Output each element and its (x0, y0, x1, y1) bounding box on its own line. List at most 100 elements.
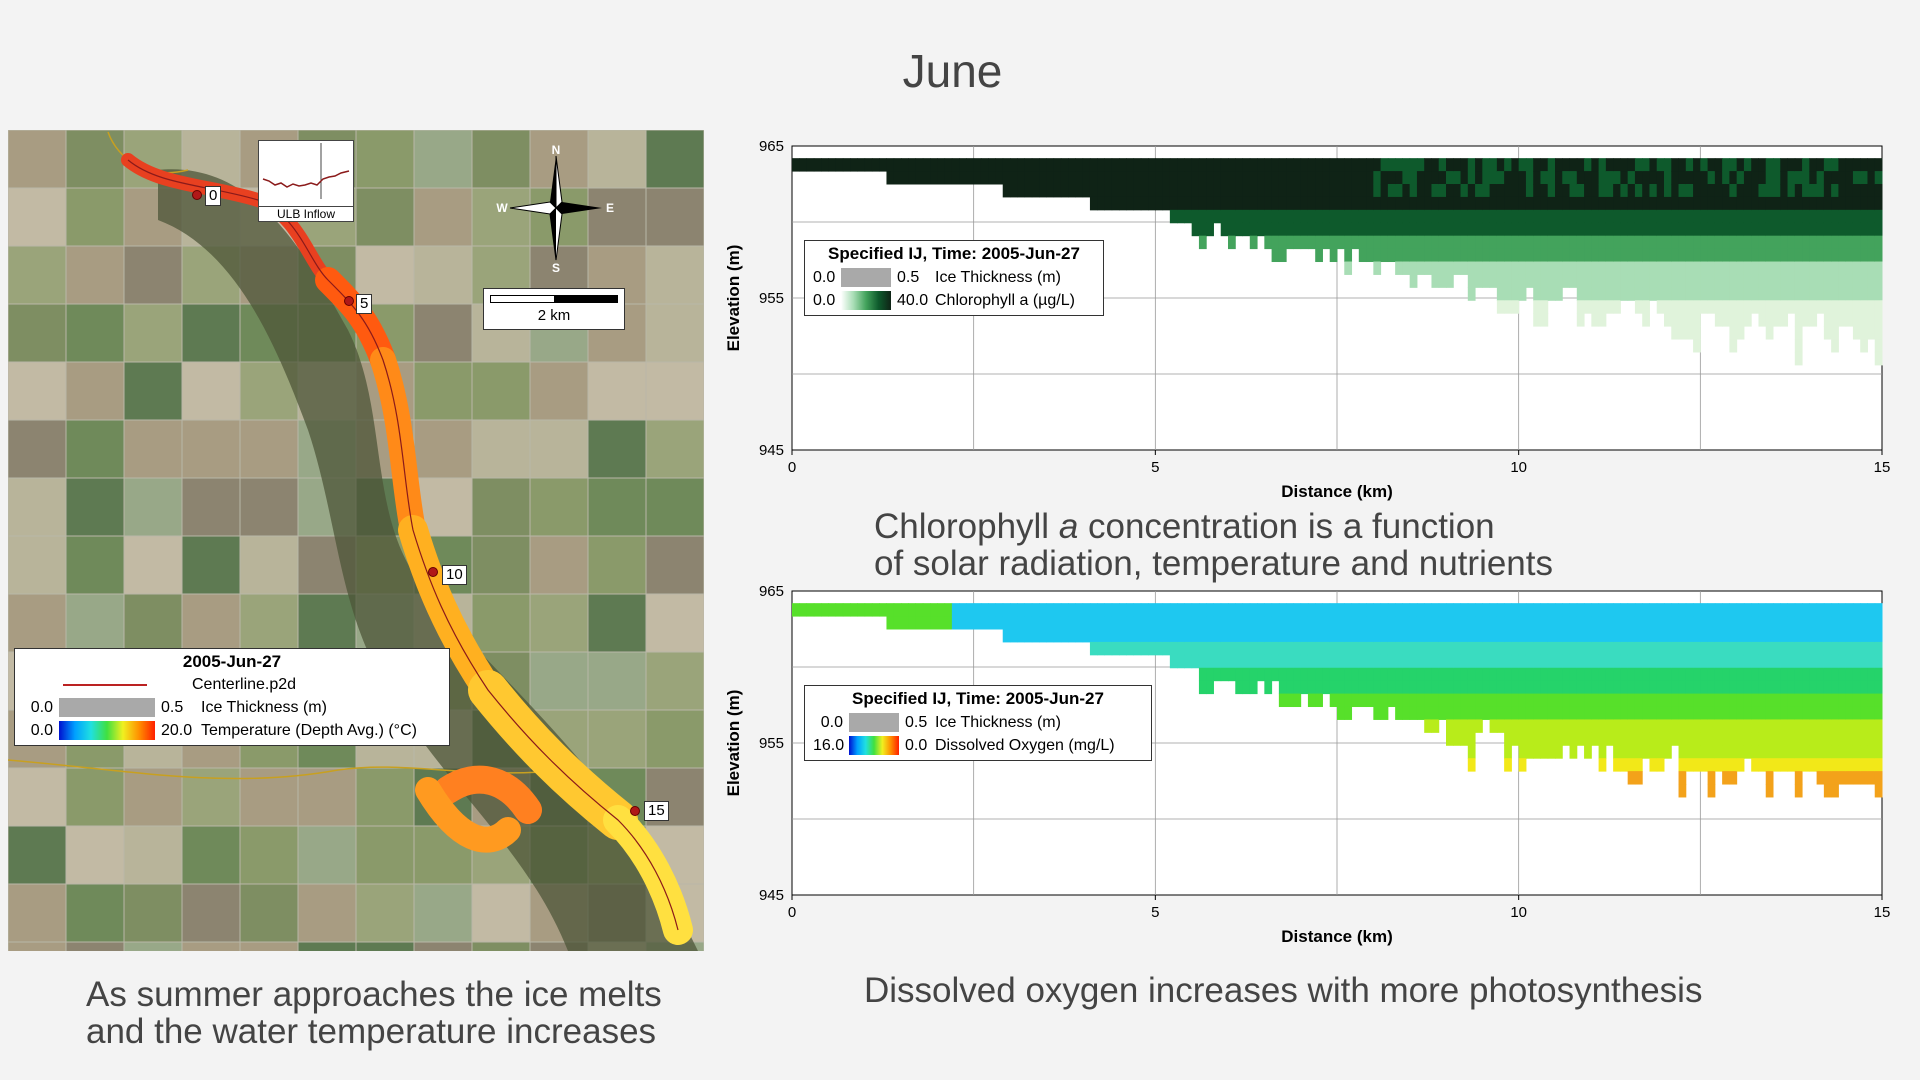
data-cell (1337, 629, 1345, 643)
data-cell (966, 171, 975, 185)
data-cell (1235, 629, 1244, 643)
data-cell (1460, 719, 1469, 733)
data-cell (1729, 339, 1738, 353)
data-cell (1482, 629, 1491, 643)
data-cell (1046, 629, 1055, 643)
data-cell (1634, 616, 1643, 630)
data-cell (1773, 248, 1781, 263)
data-cell (1060, 603, 1069, 617)
data-cell (1533, 287, 1541, 301)
data-cell (1794, 732, 1803, 746)
data-cell (1228, 629, 1236, 643)
data-cell (1722, 209, 1730, 224)
data-cell (1809, 719, 1818, 733)
data-cell (1773, 158, 1781, 172)
data-cell (1620, 196, 1629, 211)
data-cell (1831, 171, 1839, 185)
data-cell (1831, 261, 1839, 275)
data-cell (1823, 732, 1832, 746)
data-cell (1198, 667, 1207, 682)
data-cell (1467, 196, 1476, 211)
data-cell (1358, 196, 1367, 211)
data-cell (1387, 616, 1396, 630)
data-cell (1816, 641, 1825, 656)
data-cell (1293, 209, 1302, 224)
data-cell (1555, 732, 1563, 746)
data-cell (1395, 654, 1403, 669)
data-cell (1809, 274, 1818, 288)
data-cell (1852, 758, 1861, 772)
data-cell (1773, 616, 1781, 630)
data-cell (1373, 184, 1382, 198)
data-cell (1729, 184, 1738, 198)
data-cell (1446, 209, 1454, 224)
data-cell (1264, 629, 1273, 643)
data-cell (1395, 261, 1403, 275)
data-cell (1482, 209, 1491, 224)
data-cell (1533, 235, 1541, 250)
data-cell (1198, 654, 1207, 669)
data-cell (1569, 693, 1578, 708)
data-cell (1307, 603, 1316, 617)
data-cell (1380, 680, 1389, 695)
data-cell (1264, 667, 1273, 682)
map-field (65, 825, 125, 885)
data-cell (1867, 274, 1876, 288)
data-cell (1293, 235, 1302, 250)
data-cell (1664, 667, 1672, 682)
data-cell (1104, 196, 1113, 211)
data-cell (1634, 184, 1643, 198)
data-cell (1751, 171, 1759, 185)
data-cell (1605, 261, 1614, 275)
data-cell (1475, 654, 1483, 669)
data-cell (1337, 641, 1345, 656)
data-cell (951, 171, 960, 185)
data-cell (1743, 654, 1752, 669)
data-cell (1198, 196, 1207, 211)
data-cell (1576, 222, 1585, 237)
data-cell (1555, 171, 1563, 185)
data-cell (1693, 680, 1701, 695)
data-cell (1838, 313, 1847, 327)
data-cell (1511, 629, 1520, 643)
data-cell (1802, 680, 1810, 695)
data-cell (1511, 603, 1520, 617)
y-tick-label: 965 (759, 583, 784, 600)
data-cell (1438, 603, 1447, 617)
data-cell (1446, 171, 1454, 185)
data-cell (1569, 184, 1578, 198)
data-cell (1089, 196, 1098, 211)
data-cell (1823, 326, 1832, 340)
data-cell (1191, 222, 1200, 237)
data-cell (1249, 616, 1258, 630)
data-cell (1489, 196, 1498, 211)
data-cell (1496, 158, 1505, 172)
data-cell (1351, 171, 1360, 185)
data-cell (1235, 196, 1244, 211)
data-cell (1685, 326, 1694, 340)
data-cell (1555, 158, 1563, 172)
data-cell (1874, 196, 1883, 211)
data-cell (1416, 222, 1425, 237)
data-cell (1446, 732, 1454, 746)
data-cell (1097, 171, 1105, 185)
data-cell (1082, 158, 1091, 172)
data-cell (1271, 209, 1280, 224)
data-cell (1162, 184, 1171, 198)
data-cell (1693, 758, 1701, 772)
data-cell (1831, 732, 1839, 746)
data-cell (1787, 629, 1796, 643)
data-cell (1082, 171, 1091, 185)
data-cell (1598, 758, 1607, 772)
data-cell (1496, 209, 1505, 224)
data-cell (1431, 158, 1440, 172)
data-cell (1533, 300, 1541, 314)
data-cell (1242, 209, 1251, 224)
data-cell (1518, 184, 1527, 198)
data-cell (1605, 248, 1614, 263)
data-cell (1671, 603, 1680, 617)
data-cell (1177, 209, 1185, 224)
data-cell (1605, 209, 1614, 224)
data-cell (1802, 745, 1810, 759)
data-cell (1867, 248, 1876, 263)
